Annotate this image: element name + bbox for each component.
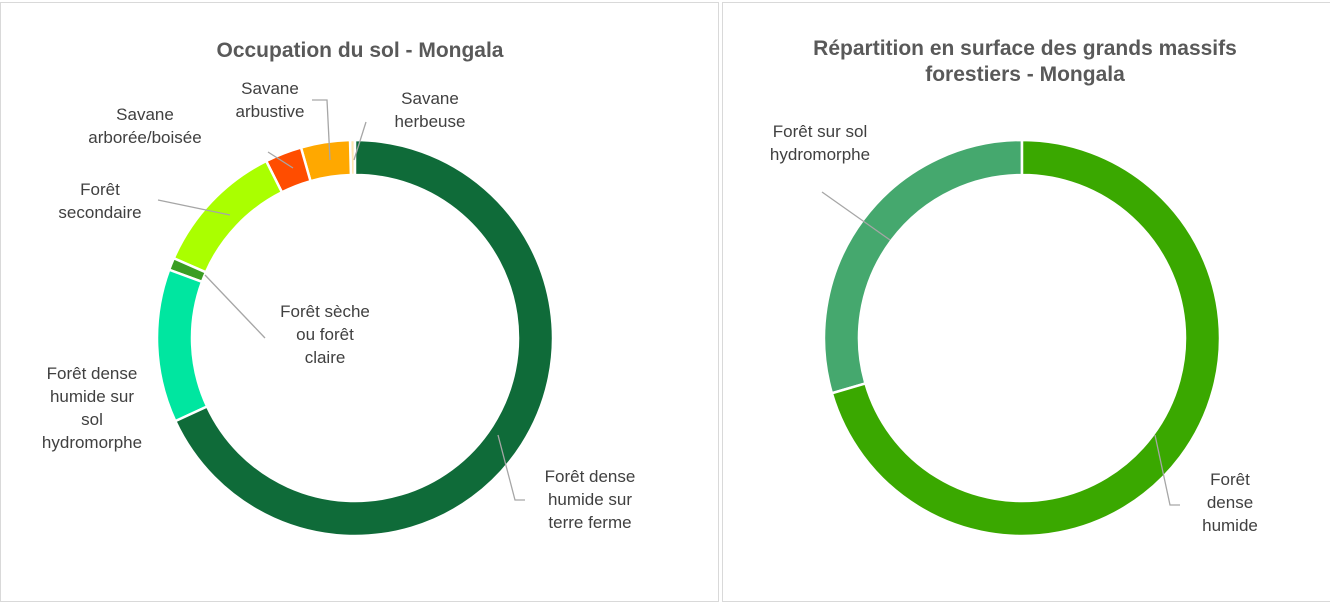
- leader-line: [353, 121, 367, 161]
- data-label: Forêt sèche ou forêt claire: [280, 302, 370, 367]
- leader-line: [821, 191, 891, 241]
- donut-segment: [155, 268, 209, 423]
- leader-line: [267, 151, 294, 169]
- data-label: Forêt dense humide sur terre ferme: [544, 467, 636, 532]
- data-label: Forêt dense humide: [1202, 470, 1258, 535]
- data-label: Forêt dense humide sur sol hydromorphe: [41, 364, 143, 452]
- donut-segment: [830, 138, 1222, 538]
- leader-line: [497, 434, 525, 501]
- leader-line: [204, 274, 266, 339]
- chart-title: Occupation du sol - Mongala: [216, 39, 504, 62]
- leader-line: [157, 199, 231, 216]
- leader-line: [1154, 434, 1180, 506]
- data-label: Forêt secondaire: [58, 180, 142, 222]
- data-label: Savane arborée/boisée: [88, 105, 202, 147]
- donut-segment: [822, 138, 1024, 395]
- leader-line: [312, 99, 331, 161]
- donut-segment: [299, 138, 353, 183]
- data-label: Savane herbeuse: [394, 89, 466, 131]
- chart-title: Répartition en surface des grands massif…: [813, 37, 1237, 86]
- data-label: Savane arbustive: [235, 79, 305, 121]
- data-label: Forêt sur sol hydromorphe: [769, 122, 871, 164]
- donut-segment: [173, 138, 555, 538]
- donut-segment: [172, 159, 284, 274]
